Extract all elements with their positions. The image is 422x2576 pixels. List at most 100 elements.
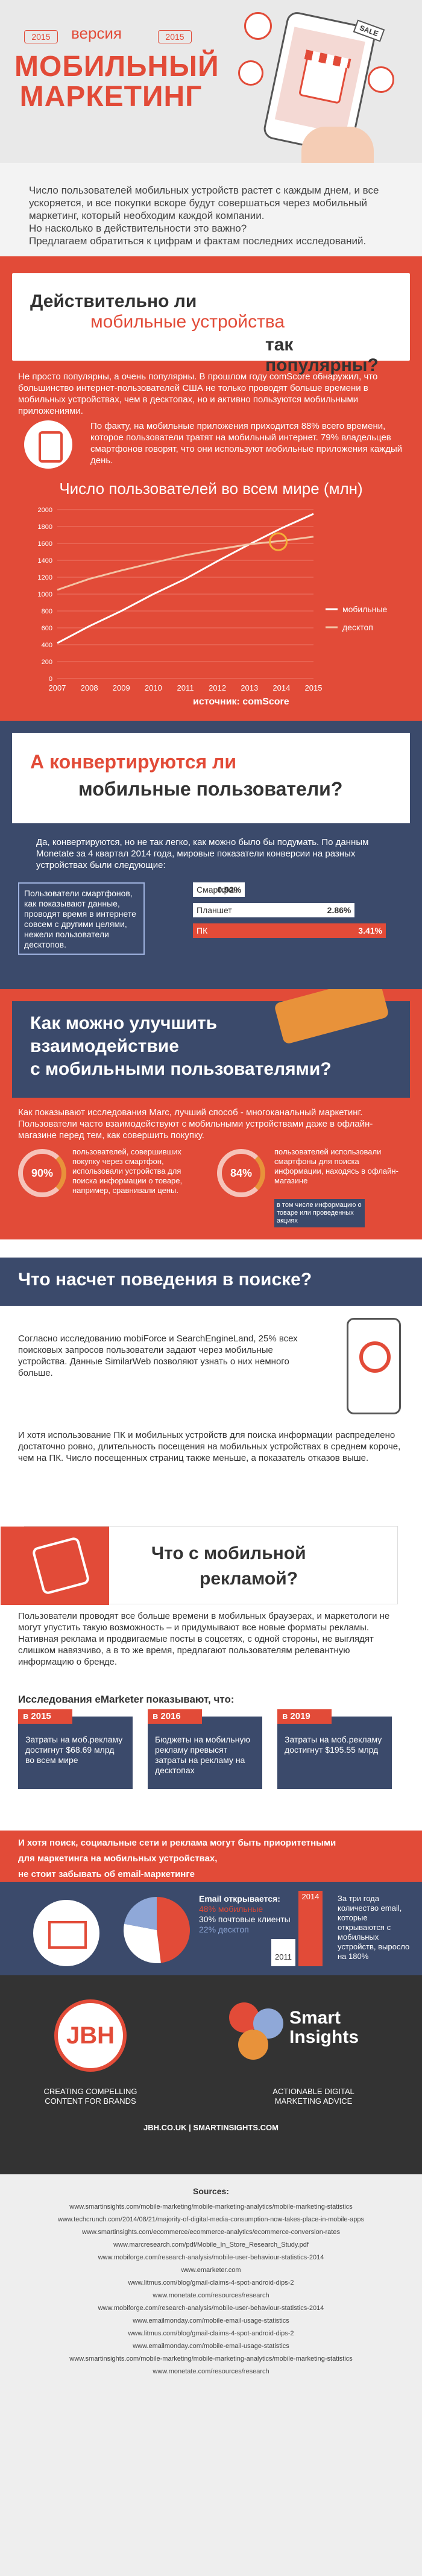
ad-card: Бюджеты на мобильную рекламу превысят за… [148, 1717, 262, 1789]
title-line-2: МАРКЕТИНГ [19, 81, 203, 113]
stat-ring-90: 90% [18, 1149, 66, 1197]
percent-icon [368, 66, 394, 93]
section-title-line-1: Действительно ли [30, 291, 197, 311]
section-title-line-2: мобильные пользователи? [78, 778, 343, 800]
source-link[interactable]: www.smartinsights.com/ecommerce/ecommerc… [82, 2229, 340, 2236]
bar-2014-label: 2014 [301, 1892, 320, 1901]
stat-84-tag: в том числе информацию о товаре или пров… [274, 1199, 365, 1227]
source-link[interactable]: www.emailmonday.com/mobile-email-usage-s… [133, 2317, 289, 2324]
email-legend: Email открывается: 48% мобильные 30% поч… [199, 1894, 291, 1935]
source-link[interactable]: www.monetate.com/resources/research [153, 2368, 269, 2375]
version-label: версия [71, 24, 122, 42]
source-link[interactable]: www.smartinsights.com/mobile-marketing/m… [69, 2203, 353, 2210]
ads-section: Что с мобильной рекламой? Пользователи п… [0, 1514, 422, 1831]
smart-insights-logo [229, 2002, 289, 2063]
footer-links[interactable]: JBH.CO.UK | SMARTINSIGHTS.COM [143, 2123, 279, 2132]
y-tick-label: 200 [42, 659, 52, 666]
smart-insights-caption: ACTIONABLE DIGITAL MARKETING ADVICE [235, 2087, 392, 2106]
section-title-line-1: Как можно улучшить [30, 1013, 218, 1033]
title-line-1: МОБИЛЬНЫЙ [14, 51, 219, 83]
page-title: МОБИЛЬНЫЙ МАРКЕТИНГ [14, 52, 219, 113]
stat-84-text: пользователей использовали смартфоны для… [274, 1147, 398, 1185]
source-link[interactable]: www.techcrunch.com/2014/08/21/majority-o… [57, 2216, 365, 2223]
jbh-caption: CREATING COMPELLING CONTENT FOR BRANDS [24, 2087, 157, 2106]
pie-slice [124, 1897, 157, 1930]
ad-card: Затраты на моб.рекламу достигнут $68.69 … [18, 1717, 133, 1789]
search-paragraph-2: И хотя использование ПК и мобильных устр… [18, 1430, 401, 1463]
y-tick-label: 400 [42, 642, 52, 649]
y-tick-label: 0 [49, 676, 52, 683]
cart-icon [244, 12, 272, 40]
legend-label: мобильные [342, 604, 388, 614]
series-line-mobile [57, 513, 314, 644]
ad-card-text: Затраты на моб.рекламу достигнут $68.69 … [25, 1735, 123, 1765]
year-badge-left: 2015 [24, 30, 58, 43]
section-title-line-2: взаимодействие [30, 1036, 179, 1056]
source-link[interactable]: www.mobiforge.com/research-analysis/mobi… [98, 2305, 324, 2312]
section-title-box: Что с мобильной рекламой? [1, 1526, 398, 1605]
apps-fact: По факту, на мобильные приложения приход… [90, 421, 403, 466]
chart-source: источник: comScore [193, 697, 289, 707]
y-tick-label: 1400 [38, 557, 52, 565]
section-title-line-2: рекламой? [200, 1569, 298, 1589]
pie-slice [157, 1897, 190, 1963]
year-badge-right: 2015 [158, 30, 192, 43]
phone-icon [24, 420, 72, 469]
section-title-box: Действительно ли мобильные устройства та… [12, 273, 410, 375]
jbh-caption-line-1: CREATING COMPELLING [43, 2087, 137, 2096]
conversion-paragraph: Да, конвертируются, но не так легко, как… [36, 837, 369, 870]
conversion-bar: 3.41% [193, 923, 386, 938]
smart-insights-caption-line-1: ACTIONABLE DIGITAL [272, 2087, 354, 2096]
hand-illustration [301, 127, 374, 163]
y-tick-label: 1800 [38, 524, 52, 531]
source-link[interactable]: www.litmus.com/blog/gmail-claims-4-spot-… [128, 2279, 294, 2286]
ad-card: Затраты на моб.рекламу достигнут $195.55… [277, 1717, 392, 1789]
legend-item: 48% мобильные [199, 1904, 263, 1914]
conversion-bar-label: Планшет [197, 905, 232, 915]
jbh-caption-line-2: CONTENT FOR BRANDS [45, 2097, 136, 2106]
search-phone-icon [347, 1318, 401, 1414]
x-tick-label: 2011 [177, 683, 194, 692]
y-tick-label: 2000 [38, 507, 52, 514]
sources-heading: Sources: [193, 2186, 229, 2196]
y-tick-label: 1200 [38, 574, 52, 581]
conversion-bar: 0.92% [193, 882, 245, 897]
email-section: И хотя поиск, социальные сети и реклама … [0, 1831, 422, 1975]
popularity-paragraph: Не просто популярны, а очень популярны. … [18, 372, 378, 416]
smart-insights-caption-line-2: MARKETING ADVICE [274, 2097, 353, 2106]
smart-insights-word-2: Insights [289, 2027, 359, 2047]
x-tick-label: 2013 [241, 683, 258, 692]
email-legend-heading: Email открывается: [199, 1894, 280, 1904]
conversion-bar-label: Смартфон [197, 885, 238, 894]
section-title-line-1: Что с мобильной [151, 1543, 306, 1563]
section-title-box: Что насчет поведения в поиске? [0, 1258, 422, 1306]
footer: JBH Smart Insights CREATING COMPELLING C… [0, 1975, 422, 2174]
series-line-desktop [57, 536, 314, 591]
source-link[interactable]: www.mobiforge.com/research-analysis/mobi… [98, 2254, 324, 2261]
source-link[interactable]: www.monetate.com/resources/research [153, 2292, 269, 2299]
x-tick-label: 2010 [145, 683, 162, 692]
email-banner: И хотя поиск, социальные сети и реклама … [0, 1831, 422, 1882]
ads-paragraph: Пользователи проводят все больше времени… [18, 1611, 390, 1667]
source-link[interactable]: www.emarketer.com [181, 2267, 241, 2274]
source-link[interactable]: www.smartinsights.com/mobile-marketing/m… [69, 2355, 353, 2362]
intro-section: Число пользователей мобильных устройств … [0, 163, 422, 256]
pie-slice [124, 1923, 161, 1963]
section-title-line-3: с мобильными пользователями? [30, 1059, 332, 1079]
ad-card-year: в 2019 [277, 1709, 332, 1724]
chart-title: Число пользователей во всем мире (млн) [59, 479, 363, 498]
stat-ring-84: 84% [217, 1149, 265, 1197]
source-link[interactable]: www.marcresearch.com/pdf/Mobile_In_Store… [113, 2241, 309, 2248]
source-link[interactable]: www.litmus.com/blog/gmail-claims-4-spot-… [128, 2330, 294, 2337]
legend-item: 30% почтовые клиенты [199, 1914, 291, 1924]
y-tick-label: 1600 [38, 540, 52, 548]
intro-text: Число пользователей мобильных устройств … [29, 185, 379, 221]
x-tick-label: 2015 [305, 683, 323, 692]
envelope-icon [33, 1900, 99, 1966]
source-link[interactable]: www.emailmonday.com/mobile-email-usage-s… [133, 2343, 289, 2350]
ad-card-text: Бюджеты на мобильную рекламу превысят за… [155, 1735, 250, 1775]
section-title: Что насчет поведения в поиске? [18, 1270, 312, 1290]
stat-90-text: пользователей, совершивших покупку через… [72, 1147, 183, 1195]
legend-label: десктоп [342, 622, 373, 632]
section-title-box: А конвертируются ли мобильные пользовате… [12, 733, 410, 823]
